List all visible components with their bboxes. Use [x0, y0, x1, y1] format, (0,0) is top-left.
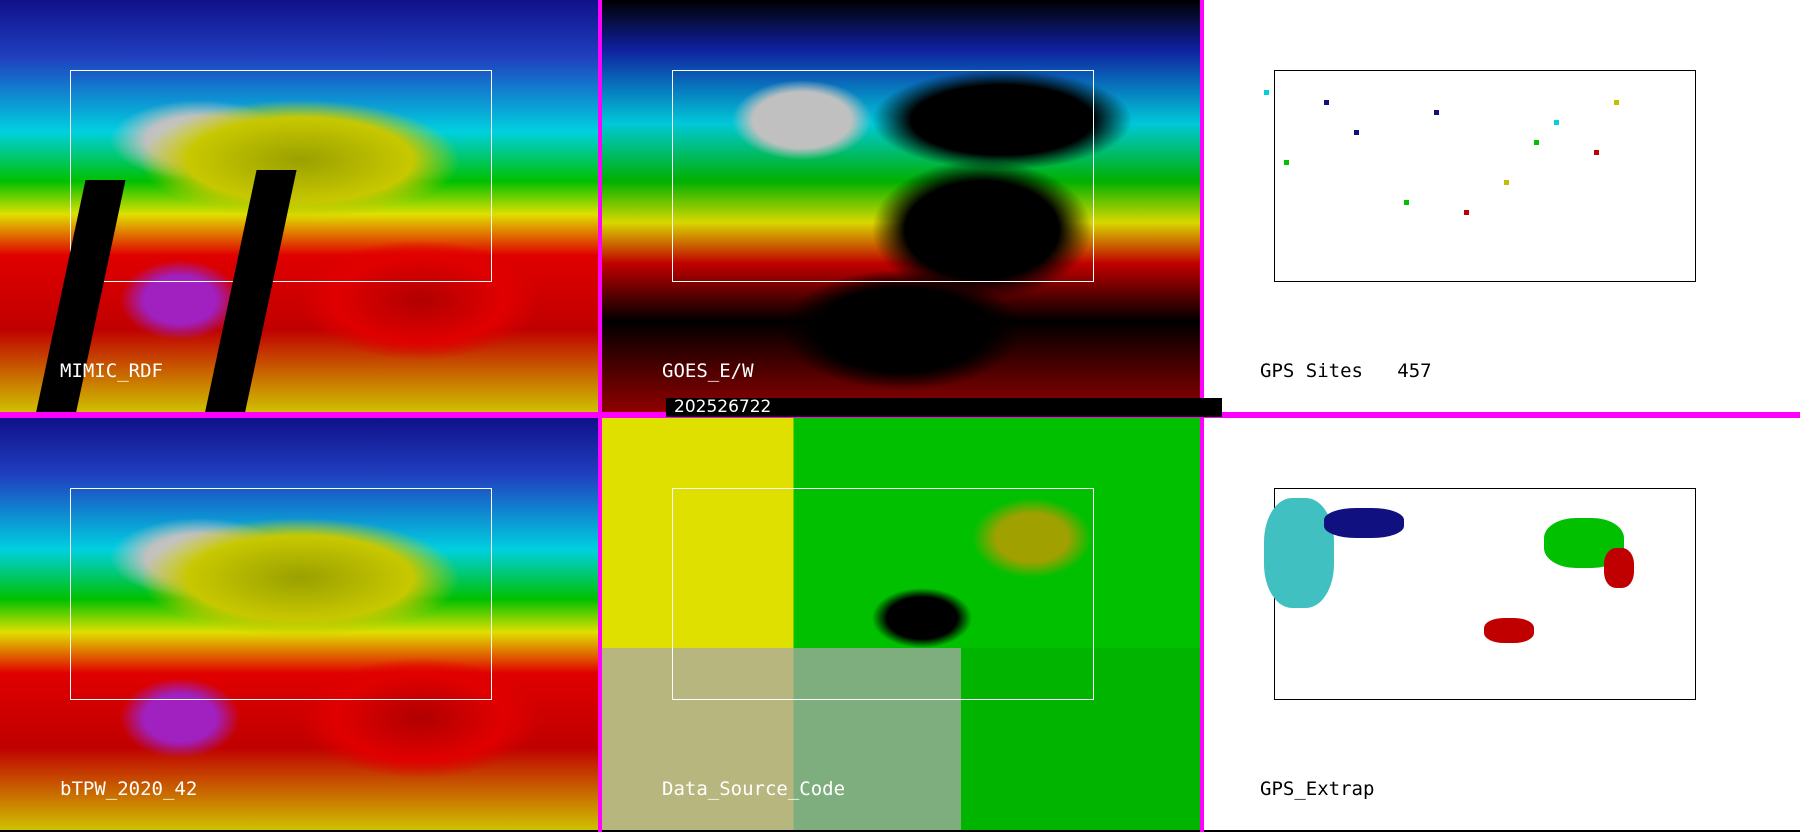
gps-site-marker	[1404, 200, 1409, 205]
extrap-region	[1324, 508, 1404, 538]
gps-site-marker	[1324, 100, 1329, 105]
gps-site-marker	[1434, 110, 1439, 115]
gps-site-marker	[1264, 90, 1269, 95]
gps-site-marker	[1464, 210, 1469, 215]
panel-mimic-rdf: MIMIC_RDF	[0, 0, 598, 412]
panel-label: bTPW_2020_42	[60, 778, 198, 800]
extrap-region	[1264, 498, 1334, 608]
extrap-region	[1484, 618, 1534, 643]
us-outline	[1274, 70, 1696, 282]
gps-site-marker	[1284, 160, 1289, 165]
panel-btpw: bTPW_2020_42	[0, 418, 598, 830]
us-outline	[672, 70, 1094, 282]
panel-label: Data_Source_Code	[662, 778, 846, 800]
gps-sites-count: 457	[1397, 360, 1432, 382]
panel-goes-ew: GOES_E/W	[602, 0, 1200, 412]
us-outline	[672, 488, 1094, 700]
panel-gps-sites: GPS Sites 457	[1204, 0, 1800, 412]
us-outline	[70, 70, 492, 282]
gps-site-marker	[1614, 100, 1619, 105]
panel-gps-extrap: GPS_Extrap	[1204, 418, 1800, 830]
timestamp-bar: 202526722	[666, 398, 1222, 417]
panel-label: GPS_Extrap	[1260, 778, 1375, 800]
gps-site-marker	[1504, 180, 1509, 185]
gps-sites-label: GPS Sites	[1260, 360, 1363, 382]
panel-label: GOES_E/W	[662, 360, 754, 382]
gps-site-marker	[1594, 150, 1599, 155]
us-outline	[70, 488, 492, 700]
gps-site-marker	[1534, 140, 1539, 145]
gps-site-marker	[1354, 130, 1359, 135]
panel-label: GPS Sites 457	[1260, 360, 1432, 382]
panel-data-source-code: Data_Source_Code	[602, 418, 1200, 830]
panel-label: MIMIC_RDF	[60, 360, 163, 382]
gps-site-marker	[1554, 120, 1559, 125]
extrap-region	[1604, 548, 1634, 588]
